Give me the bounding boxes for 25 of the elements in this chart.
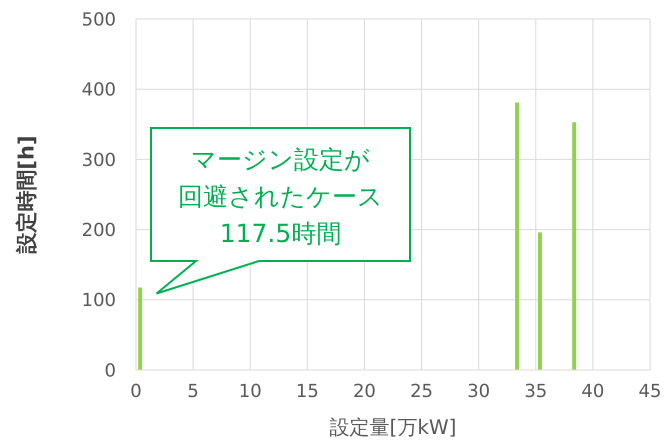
- x-axis-title: 設定量[万kW]: [330, 415, 456, 439]
- y-axis-title: 設定時間[h]: [14, 135, 38, 255]
- x-tick-label: 35: [524, 380, 548, 402]
- x-tick-label: 10: [238, 380, 262, 402]
- annotation: マージン設定が: [191, 145, 370, 174]
- bar: [572, 122, 576, 370]
- x-tick-label: 15: [296, 380, 319, 402]
- bar: [538, 232, 542, 370]
- annotation: 117.5時間: [220, 219, 342, 248]
- x-tick-label: 25: [410, 380, 434, 402]
- x-tick-label: 0: [130, 380, 142, 402]
- annotation: 回避されたケース: [178, 182, 383, 211]
- x-tick-label: 20: [352, 380, 376, 402]
- y-tick-label: 100: [82, 290, 116, 312]
- y-tick-label: 300: [82, 150, 116, 171]
- x-tick-label: 30: [467, 380, 490, 402]
- x-tick-label: 5: [187, 380, 199, 402]
- y-tick-label: 0: [104, 360, 116, 382]
- bar: [138, 288, 142, 370]
- bar: [515, 102, 520, 370]
- x-tick-label: 40: [581, 380, 604, 402]
- y-tick-label: 200: [82, 220, 116, 241]
- y-tick-label: 400: [82, 80, 116, 101]
- x-tick-label: 45: [638, 380, 662, 402]
- y-tick-label: 500: [82, 9, 116, 30]
